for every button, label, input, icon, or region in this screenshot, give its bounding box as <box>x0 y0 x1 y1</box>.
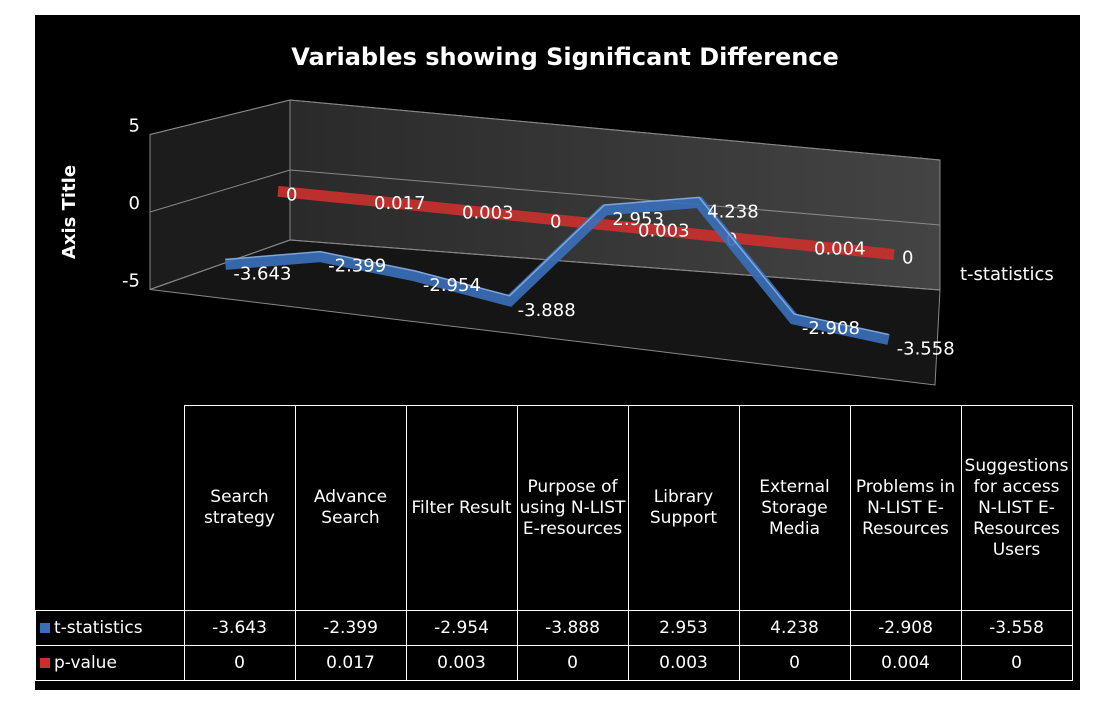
category-label: Suggestions for access N-LIST E-Resource… <box>960 405 1073 611</box>
data-label: 0.003 <box>638 220 690 241</box>
legend-entry: p-value <box>35 645 185 681</box>
table-value: 0.004 <box>849 645 962 681</box>
y-tick-label: -5 <box>122 271 140 292</box>
table-value: 0 <box>183 645 296 681</box>
table-value: -2.908 <box>849 610 962 646</box>
legend-key <box>40 622 50 633</box>
depth-axis-label: t-statistics <box>960 264 1054 285</box>
data-table: Search strategy Advance Search Filter Resu… <box>35 405 1073 681</box>
table-value: -3.888 <box>516 610 629 646</box>
data-label: -3.643 <box>233 263 291 284</box>
data-label: 0.017 <box>374 193 426 214</box>
legend-key <box>40 657 50 668</box>
data-label: -2.908 <box>802 318 860 339</box>
data-label: -3.888 <box>518 300 576 321</box>
data-label: 0 <box>286 184 297 205</box>
data-label: -3.558 <box>897 338 955 359</box>
table-corner <box>35 405 185 611</box>
data-label: -2.954 <box>423 275 481 296</box>
data-label: 0.004 <box>814 238 866 259</box>
category-label: Advance Search <box>294 405 407 611</box>
grid-line <box>149 239 941 291</box>
category-label: Filter Result <box>405 405 518 611</box>
table-value: 0 <box>738 645 851 681</box>
table-row: t-statistics -3.643 -2.399 -2.954 -3.888 2.95… <box>35 610 1073 646</box>
data-label: 4.238 <box>707 201 759 222</box>
grid-line <box>149 169 941 226</box>
grid-line <box>149 99 941 161</box>
series-ribbon-edge <box>225 196 889 336</box>
series-ribbon <box>224 196 890 345</box>
data-label: -2.399 <box>328 256 386 277</box>
data-label: 0.003 <box>462 202 514 223</box>
series-name: p-value <box>54 652 117 673</box>
y-tick-label: 5 <box>129 116 140 137</box>
table-row: p-value 0 0.017 0.003 0 0.003 0 0.004 0 <box>35 645 1073 681</box>
y-axis-title: Axis Title <box>59 165 80 259</box>
category-label: Purpose of using N-LIST E-resources <box>516 405 629 611</box>
table-header-row: Search strategy Advance Search Filter Resu… <box>35 405 1073 611</box>
table-value: -2.399 <box>294 610 407 646</box>
table-value: 0 <box>516 645 629 681</box>
category-label: Problems in N-LIST E-Resources <box>849 405 962 611</box>
legend-entry: t-statistics <box>35 610 185 646</box>
category-label: Library Support <box>627 405 740 611</box>
table-value: -2.954 <box>405 610 518 646</box>
table-value: 0.003 <box>627 645 740 681</box>
table-value: 0.017 <box>294 645 407 681</box>
table-value: -3.643 <box>183 610 296 646</box>
category-label: External Storage Media <box>738 405 851 611</box>
data-label: 0 <box>902 247 913 268</box>
chart-title: Variables showing Significant Difference <box>291 43 839 71</box>
table-value: 0.003 <box>405 645 518 681</box>
table-value: 2.953 <box>627 610 740 646</box>
data-label: 2.953 <box>612 209 664 230</box>
table-value: 0 <box>960 645 1073 681</box>
y-tick-label: 0 <box>129 193 140 214</box>
table-value: 4.238 <box>738 610 851 646</box>
table-value: -3.558 <box>960 610 1073 646</box>
data-label: 0 <box>550 211 561 232</box>
category-label: Search strategy <box>183 405 296 611</box>
series-name: t-statistics <box>54 617 143 638</box>
